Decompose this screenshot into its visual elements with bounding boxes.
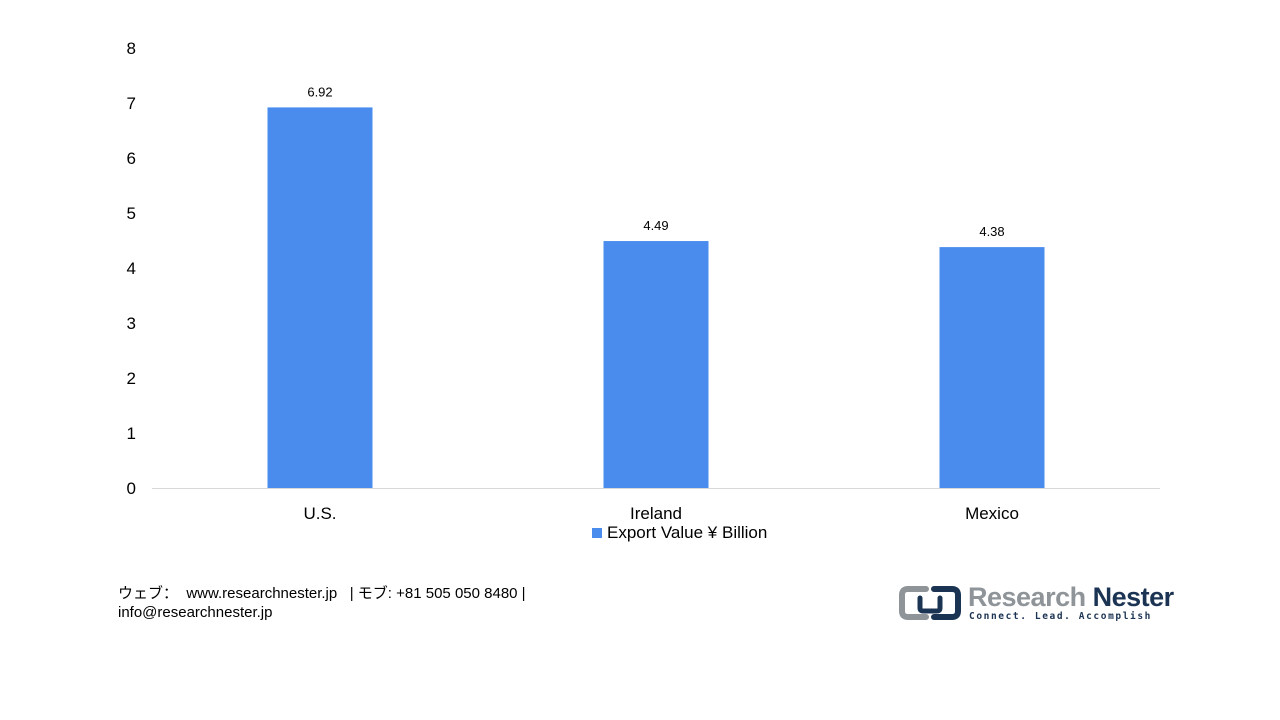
data-labels: 6.92 4.49 4.38: [307, 84, 1004, 239]
y-axis-ticks: 0 1 2 3 4 5 6 7 8: [127, 39, 136, 498]
research-nester-logo: Research Nester Connect. Lead. Accomplis…: [898, 582, 1174, 625]
data-label-ireland: 4.49: [643, 218, 668, 233]
bar-mexico: [939, 247, 1045, 488]
category-labels: U.S. Ireland Mexico: [303, 504, 1018, 523]
y-tick-label-5: 5: [127, 204, 136, 223]
logo-name-part1: Research: [968, 582, 1086, 612]
footer-contact: ウェブ： www.researchnester.jp | モブ: +81 505…: [118, 584, 526, 622]
data-label-u-s: 6.92: [307, 84, 332, 99]
bars: [267, 107, 1045, 489]
y-tick-label-2: 2: [127, 369, 136, 388]
legend-label: Export Value ¥ Billion: [607, 523, 768, 542]
bar-ireland: [603, 241, 709, 488]
contact-line-1: ウェブ： www.researchnester.jp | モブ: +81 505…: [118, 585, 526, 602]
x-category-label-u-s: U.S.: [303, 504, 336, 523]
y-tick-label-6: 6: [127, 149, 136, 168]
bar-u-s: [267, 107, 373, 489]
y-tick-label-7: 7: [127, 94, 136, 113]
bar-chart: 0 1 2 3 4 5 6 7 8 6.92 4.49 4.38 U.S. Ireland Mexico: [127, 39, 1160, 523]
chart-legend: Export Value ¥ Billion: [592, 523, 767, 543]
research-nester-logo-icon: [899, 586, 961, 620]
logo-wordmark: Research Nester: [968, 582, 1174, 612]
data-label-mexico: 4.38: [979, 224, 1004, 239]
y-tick-label-3: 3: [127, 314, 136, 333]
logo-tagline: Connect. Lead. Accomplish: [969, 611, 1152, 622]
x-category-label-ireland: Ireland: [630, 504, 682, 523]
legend-swatch: [592, 528, 602, 538]
y-tick-label-1: 1: [127, 424, 136, 443]
y-tick-label-8: 8: [127, 39, 136, 58]
y-tick-label-4: 4: [127, 259, 136, 278]
y-tick-label-0: 0: [127, 479, 136, 498]
contact-line-2: info@researchnester.jp: [118, 604, 273, 621]
x-category-label-mexico: Mexico: [965, 504, 1019, 523]
logo-name-part2: Nester: [1092, 582, 1175, 612]
